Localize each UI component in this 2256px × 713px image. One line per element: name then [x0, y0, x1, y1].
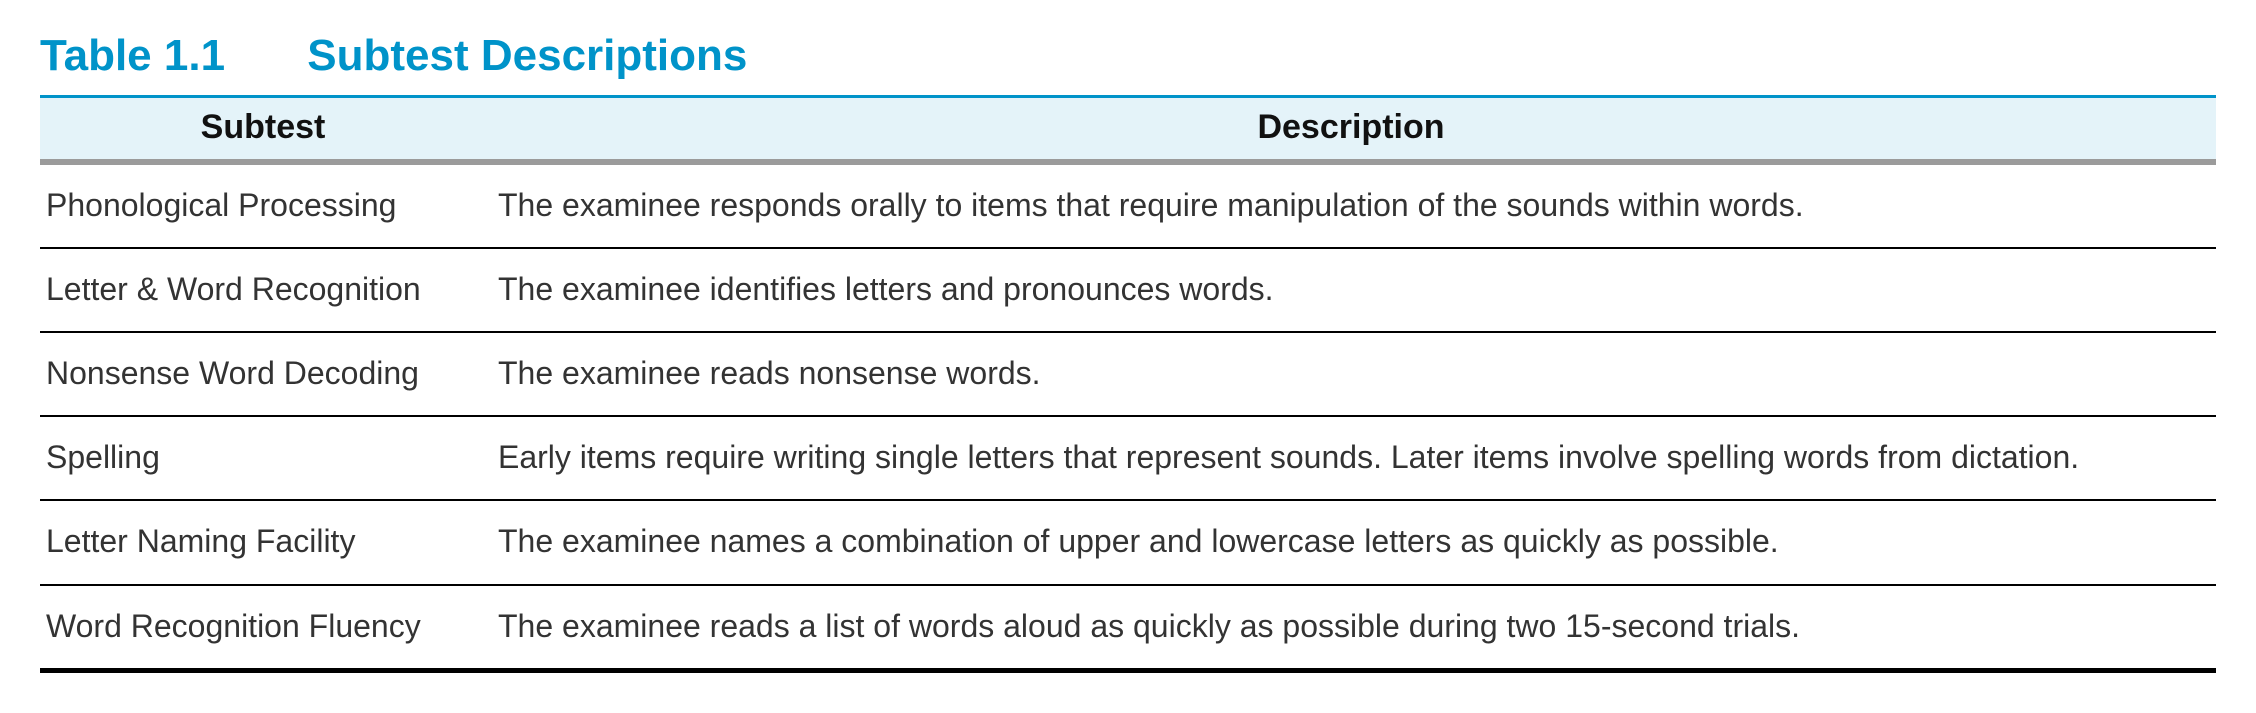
table-caption: Table 1.1 Subtest Descriptions	[40, 30, 2216, 83]
table-header-row: Subtest Description	[40, 96, 2216, 162]
cell-description: Early items require writing single lette…	[486, 416, 2216, 500]
cell-subtest: Spelling	[40, 416, 486, 500]
cell-description: The examinee identifies letters and pron…	[486, 248, 2216, 332]
cell-subtest: Letter & Word Recognition	[40, 248, 486, 332]
cell-description: The examinee responds orally to items th…	[486, 162, 2216, 248]
subtest-descriptions-table: Subtest Description Phonological Process…	[40, 95, 2216, 673]
cell-subtest: Letter Naming Facility	[40, 500, 486, 584]
cell-subtest: Nonsense Word Decoding	[40, 332, 486, 416]
column-header-subtest: Subtest	[40, 96, 486, 162]
table-row: Word Recognition Fluency The examinee re…	[40, 585, 2216, 671]
page: Table 1.1 Subtest Descriptions Subtest D…	[0, 0, 2256, 713]
table-label: Table 1.1	[40, 30, 225, 83]
cell-description: The examinee reads a list of words aloud…	[486, 585, 2216, 671]
cell-description: The examinee names a combination of uppe…	[486, 500, 2216, 584]
table-title: Subtest Descriptions	[307, 31, 747, 80]
table-row: Nonsense Word Decoding The examinee read…	[40, 332, 2216, 416]
cell-subtest: Phonological Processing	[40, 162, 486, 248]
table-row: Spelling Early items require writing sin…	[40, 416, 2216, 500]
table-row: Letter Naming Facility The examinee name…	[40, 500, 2216, 584]
table-row: Phonological Processing The examinee res…	[40, 162, 2216, 248]
column-header-description: Description	[486, 96, 2216, 162]
cell-description: The examinee reads nonsense words.	[486, 332, 2216, 416]
cell-subtest: Word Recognition Fluency	[40, 585, 486, 671]
table-row: Letter & Word Recognition The examinee i…	[40, 248, 2216, 332]
